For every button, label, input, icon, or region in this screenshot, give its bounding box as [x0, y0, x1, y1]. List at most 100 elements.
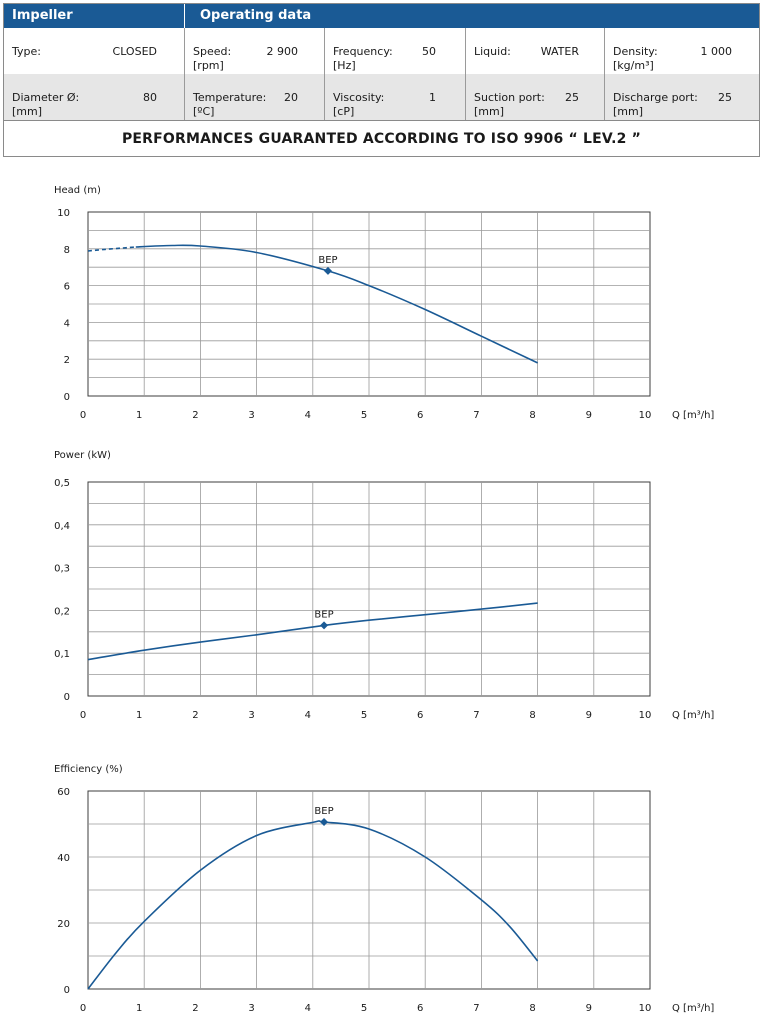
power-x-tick-label: 3 [248, 710, 254, 721]
head-bep-label: BEP [318, 255, 337, 266]
efficiency-x-tick-label: 6 [417, 1003, 423, 1014]
head-x-axis-title: Q [m³/h] [672, 410, 714, 421]
efficiency-curve [87, 820, 539, 990]
speed-cell: Speed: [rpm] 2 900 [185, 28, 325, 74]
suction-value: 25 [565, 91, 579, 104]
impeller-heading: Impeller [12, 8, 73, 23]
efficiency-x-tick-label: 2 [192, 1003, 198, 1014]
spec-row-2: Diameter Ø: [mm] 80 Temperature: [ºC] 20 V… [4, 74, 759, 120]
head-x-tick-label: 8 [529, 410, 535, 421]
liquid-cell: Liquid: WATER [466, 28, 605, 74]
head-x-tick-label: 0 [80, 410, 86, 421]
power-y-tick-label: 0,4 [54, 521, 70, 532]
head-x-tick-label: 3 [248, 410, 254, 421]
head-x-tick-label: 6 [417, 410, 423, 421]
efficiency-x-tick-label: 9 [586, 1003, 592, 1014]
head-y-tick-label: 6 [64, 282, 70, 293]
efficiency-y-tick-label: 20 [57, 919, 70, 930]
efficiency-y-axis-title: Efficiency (%) [54, 764, 123, 775]
efficiency-chart: 0 1 2 3 4 5 6 7 8 9 10 0 20 40 60 Efficiency (%) Q [m³/h… [54, 764, 714, 1014]
frequency-unit: [Hz] [333, 59, 356, 72]
head-x-tick-label: 4 [305, 410, 311, 421]
power-chart: 0 1 2 3 4 5 6 7 8 9 10 0 0,1 0,2 0,3 0,4 0,5 Power (kW) Q … [54, 450, 714, 721]
power-bep-label: BEP [314, 609, 333, 620]
power-y-tick-label: 0,2 [54, 606, 70, 617]
head-x-tick-label: 5 [361, 410, 367, 421]
efficiency-x-tick-label: 4 [305, 1003, 311, 1014]
efficiency-y-tick-label: 60 [57, 787, 70, 798]
head-chart: 0 1 2 3 4 5 6 7 8 9 10 0 2 4 6 8 10 Head (m) Q [m³/h] BEP [54, 185, 714, 421]
power-x-tick-label: 10 [639, 710, 652, 721]
power-x-axis-title: Q [m³/h] [672, 710, 714, 721]
diameter-cell: Diameter Ø: [mm] 80 [4, 74, 185, 120]
viscosity-unit: [cP] [333, 105, 355, 118]
power-x-tick-label: 2 [192, 710, 198, 721]
head-y-tick-label: 2 [64, 355, 70, 366]
head-x-tick-label: 10 [639, 410, 652, 421]
efficiency-x-tick-label: 5 [361, 1003, 367, 1014]
discharge-cell: Discharge port: [mm] 25 [605, 74, 761, 120]
power-x-tick-label: 9 [586, 710, 592, 721]
power-y-tick-label: 0 [64, 692, 70, 703]
head-y-tick-label: 10 [57, 208, 70, 219]
operating-data-heading: Operating data [200, 8, 312, 23]
head-y-axis-title: Head (m) [54, 185, 101, 196]
power-y-tick-label: 0,3 [54, 564, 70, 575]
power-y-tick-label: 0,5 [54, 478, 70, 489]
power-x-tick-label: 6 [417, 710, 423, 721]
head-x-tick-label: 2 [192, 410, 198, 421]
temperature-label: Temperature: [193, 91, 267, 104]
power-y-tick-label: 0,1 [54, 649, 70, 660]
type-label: Type: [12, 45, 41, 58]
discharge-value: 25 [718, 91, 732, 104]
power-x-tick-label: 0 [80, 710, 86, 721]
efficiency-bep-marker [320, 818, 329, 827]
type-cell: Type: CLOSED [4, 28, 185, 74]
power-y-axis-title: Power (kW) [54, 450, 111, 461]
efficiency-x-tick-label: 1 [136, 1003, 142, 1014]
suction-unit: [mm] [474, 105, 505, 118]
efficiency-x-tick-label: 8 [529, 1003, 535, 1014]
suction-cell: Suction port: [mm] 25 [466, 74, 605, 120]
viscosity-label: Viscosity: [333, 91, 385, 104]
viscosity-cell: Viscosity: [cP] 1 [325, 74, 466, 120]
head-x-tick-label: 9 [586, 410, 592, 421]
head-y-tick-label: 0 [64, 392, 70, 403]
power-bep-marker [320, 621, 329, 630]
head-y-tick-label: 8 [64, 245, 70, 256]
efficiency-x-tick-label: 10 [639, 1003, 652, 1014]
temperature-unit: [ºC] [193, 105, 215, 118]
temperature-value: 20 [284, 91, 298, 104]
power-x-tick-label: 8 [529, 710, 535, 721]
iso-guarantee-title: PERFORMANCES GUARANTED ACCORDING TO ISO … [4, 120, 759, 158]
density-cell: Density: [kg/m³] 1 000 [605, 28, 761, 74]
density-value: 1 000 [700, 45, 733, 58]
speed-label: Speed: [193, 45, 232, 58]
speed-value: 2 900 [266, 45, 299, 58]
diameter-value: 80 [143, 91, 157, 104]
type-value: CLOSED [112, 45, 157, 58]
efficiency-x-axis-title: Q [m³/h] [672, 1003, 714, 1014]
frequency-label: Frequency: [333, 45, 393, 58]
spec-row-1: Type: CLOSED Speed: [rpm] 2 900 Frequency… [4, 28, 759, 74]
density-label: Density: [613, 45, 658, 58]
efficiency-y-tick-label: 40 [57, 853, 70, 864]
efficiency-x-tick-label: 7 [473, 1003, 479, 1014]
temperature-cell: Temperature: [ºC] 20 [185, 74, 325, 120]
head-curve-dashed [87, 246, 136, 252]
discharge-label: Discharge port: [613, 91, 698, 104]
spec-header: Impeller Operating data [4, 4, 759, 28]
head-bep-marker [323, 266, 332, 275]
discharge-unit: [mm] [613, 105, 644, 118]
diameter-unit: [mm] [12, 105, 43, 118]
power-x-tick-label: 4 [305, 710, 311, 721]
diameter-label: Diameter Ø: [12, 91, 80, 104]
liquid-label: Liquid: [474, 45, 511, 58]
viscosity-value: 1 [429, 91, 436, 104]
efficiency-bep-label: BEP [314, 806, 333, 817]
speed-unit: [rpm] [193, 59, 224, 72]
head-y-tick-label: 4 [64, 318, 70, 329]
head-x-tick-label: 1 [136, 410, 142, 421]
power-x-tick-label: 7 [473, 710, 479, 721]
